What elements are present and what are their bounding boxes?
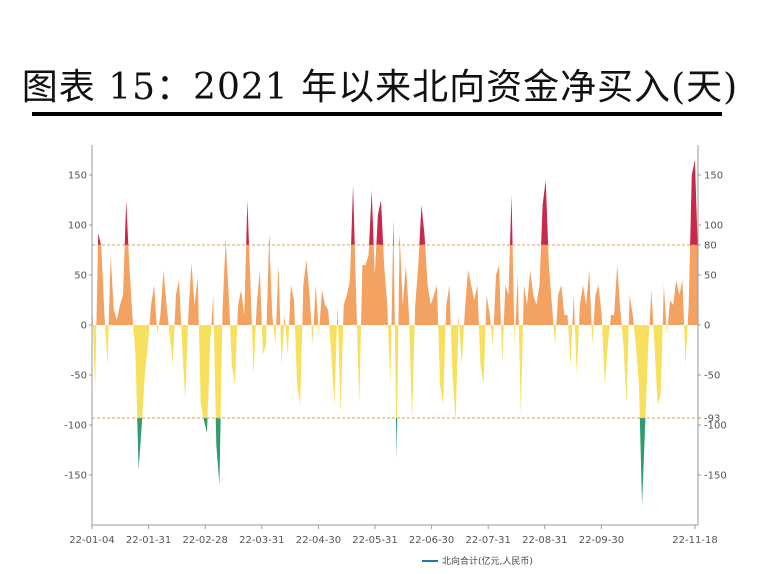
chart-axes: 150100500-50-100-15015010080500-50-93-10… xyxy=(64,145,727,546)
area-above-80 xyxy=(97,160,698,245)
chart-legend: 北向合计(亿元,人民币) xyxy=(422,555,533,567)
right-y-tick-label: 100 xyxy=(704,221,723,232)
right-y-tick-label: -50 xyxy=(704,371,720,382)
left-y-tick-label: -100 xyxy=(64,421,87,432)
right-y-tick-label: 50 xyxy=(704,271,717,282)
page-title: 图表 15：2021 年以来北向资金净买入(天) xyxy=(21,67,739,108)
x-tick-label: 22-08-31 xyxy=(522,535,567,546)
right-y-tick-label: -100 xyxy=(704,421,727,432)
x-tick-label: 22-01-04 xyxy=(69,535,114,546)
right-y-tick-label: 150 xyxy=(704,171,723,182)
right-y-tick-label: 0 xyxy=(704,321,710,332)
x-tick-label: 22-11-18 xyxy=(672,535,717,546)
x-tick-label: 22-09-30 xyxy=(579,535,624,546)
x-tick-label: 22-03-31 xyxy=(239,535,284,546)
area-0-to-80 xyxy=(92,245,698,325)
left-y-tick-label: 0 xyxy=(81,321,87,332)
x-tick-label: 22-04-30 xyxy=(296,535,341,546)
x-tick-label: 22-07-31 xyxy=(466,535,511,546)
right-y-tick-label: -93 xyxy=(704,414,720,425)
chart-fills xyxy=(92,160,698,505)
right-y-tick-label: 80 xyxy=(704,241,717,252)
x-tick-label: 22-06-30 xyxy=(409,535,454,546)
left-y-tick-label: -150 xyxy=(64,471,87,482)
right-y-tick-label: -150 xyxy=(704,471,727,482)
x-tick-label: 22-05-31 xyxy=(352,535,397,546)
x-tick-label: 22-01-31 xyxy=(126,535,171,546)
left-y-tick-label: 150 xyxy=(68,171,87,182)
left-y-tick-label: 50 xyxy=(74,271,87,282)
legend-label: 北向合计(亿元,人民币) xyxy=(442,555,533,567)
x-tick-label: 22-02-28 xyxy=(183,535,228,546)
left-y-tick-label: -50 xyxy=(71,371,87,382)
left-y-tick-label: 100 xyxy=(68,221,87,232)
area-0-to-minus-93 xyxy=(92,325,698,418)
title-underline xyxy=(32,112,722,116)
